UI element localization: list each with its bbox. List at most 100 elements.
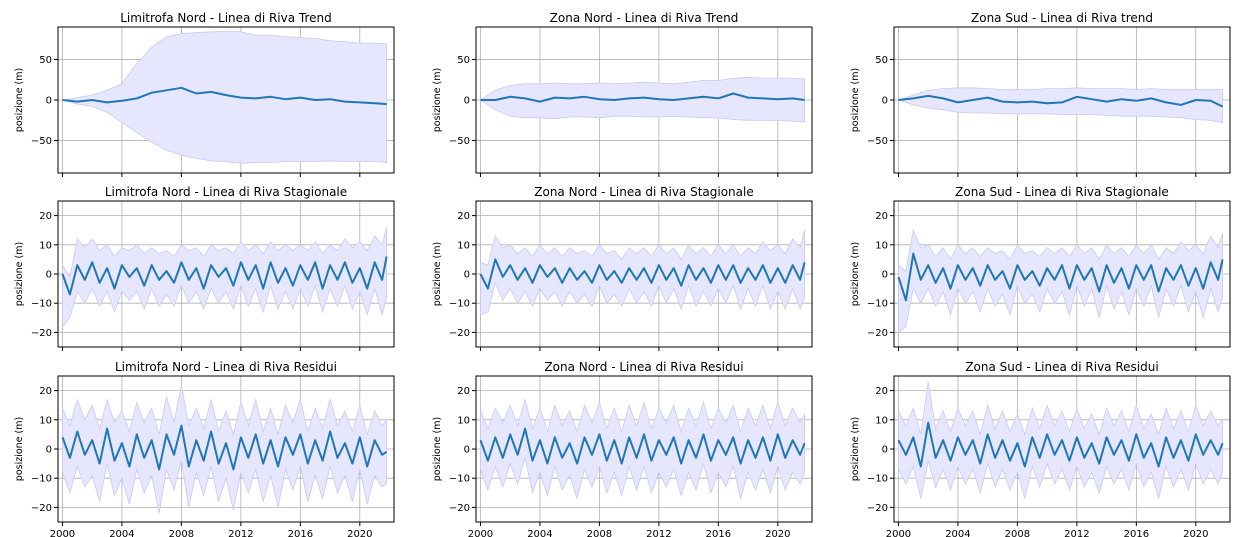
y-tick-label: 20 — [39, 211, 52, 222]
y-tick-label: −10 — [867, 299, 888, 310]
subplot-title: Zona Nord - Linea di Riva Stagionale — [534, 185, 753, 199]
uncertainty-band — [898, 381, 1223, 499]
y-tick-label: 0 — [46, 445, 52, 456]
subplot-3-2: 2000 2004 2008 2012 2016 2020 −20 −10 0 10 20 posiz… — [432, 360, 813, 537]
y-tick-label: −50 — [867, 136, 888, 147]
subplot-title: Zona Sud - Linea di Riva trend — [971, 11, 1153, 25]
y-tick-label: 0 — [464, 96, 470, 107]
x-tick-label: 2012 — [646, 529, 671, 537]
y-tick-label: −50 — [449, 136, 470, 147]
series-line — [62, 86, 387, 106]
y-tick-label: −10 — [449, 299, 470, 310]
subplot-title: Zona Nord - Linea di Riva Trend — [550, 11, 739, 25]
uncertainty-band — [479, 76, 805, 123]
y-tick-label: 20 — [457, 211, 470, 222]
x-tick-label: 2008 — [587, 529, 612, 537]
x-tick-label: 2008 — [169, 529, 194, 537]
subplot-title: Limitrofa Nord - Linea di Riva Stagional… — [105, 185, 347, 199]
x-tick-label: 2000 — [886, 529, 911, 537]
x-tick-label: 2016 — [1124, 529, 1149, 537]
subplot-title: Limitrofa Nord - Linea di Riva Residui — [115, 360, 337, 374]
series-line — [897, 252, 1224, 302]
x-tick-label: 2008 — [1005, 529, 1030, 537]
y-axis-label: posizione (m) — [14, 417, 25, 481]
subplot-title: Zona Nord - Linea di Riva Residui — [544, 360, 743, 374]
x-tick-label: 2020 — [347, 529, 372, 537]
x-tick-label: 2004 — [945, 529, 970, 537]
uncertainty-band — [62, 30, 387, 164]
y-tick-label: 10 — [875, 415, 888, 426]
y-tick-label: 50 — [875, 55, 888, 66]
y-tick-label: 10 — [39, 240, 52, 251]
y-tick-label: −20 — [867, 503, 888, 514]
y-axis-label: posizione (m) — [850, 417, 861, 481]
subplot-1-1: −50 0 50 posizione (m) Limitrofa Nord - Line… — [14, 11, 395, 177]
uncertainty-band — [897, 87, 1223, 124]
uncertainty-band — [480, 397, 805, 501]
y-tick-label: 0 — [464, 445, 470, 456]
y-tick-label: −20 — [449, 328, 470, 339]
y-tick-label: 0 — [882, 270, 888, 281]
series-line — [479, 258, 806, 290]
series-line — [480, 92, 805, 103]
x-tick-label: 2020 — [765, 529, 790, 537]
y-tick-label: −10 — [31, 474, 52, 485]
y-tick-label: 0 — [46, 270, 52, 281]
y-tick-label: −50 — [31, 136, 52, 147]
subplot-1-3: −50 0 50 posizione (m) Zona Sud - Linea di R… — [850, 11, 1231, 177]
series-line — [479, 427, 806, 465]
series-line — [61, 256, 388, 296]
y-tick-label: 0 — [46, 96, 52, 107]
y-tick-label: 20 — [875, 386, 888, 397]
subplot-2-3: −20 −10 0 10 20 posizione (m) Zona Sud - Linea… — [850, 185, 1231, 351]
subplot-3-1: 2000 2004 2008 2012 2016 2020 −20 −10 0 10 20 posiz… — [14, 360, 395, 537]
y-tick-label: 20 — [39, 386, 52, 397]
subplot-2-2: −20 −10 0 10 20 posizione (m) Zona Nord - Line… — [432, 185, 813, 351]
y-tick-label: −10 — [449, 474, 470, 485]
subplot-title: Zona Sud - Linea di Riva Residui — [965, 360, 1158, 374]
subplot-title: Zona Sud - Linea di Riva Stagionale — [955, 185, 1169, 199]
y-tick-label: 0 — [882, 445, 888, 456]
y-tick-label: 20 — [875, 211, 888, 222]
x-tick-label: 2004 — [527, 529, 552, 537]
y-tick-label: 50 — [39, 55, 52, 66]
y-axis-label: posizione (m) — [850, 242, 861, 306]
x-tick-label: 2016 — [288, 529, 313, 537]
subplot-1-2: −50 0 50 posizione (m) Zona Nord - Linea di … — [432, 11, 813, 177]
y-axis-label: posizione (m) — [432, 242, 443, 306]
y-axis-label: posizione (m) — [432, 417, 443, 481]
y-tick-label: −10 — [31, 299, 52, 310]
y-axis-label: posizione (m) — [850, 68, 861, 132]
y-tick-label: 10 — [875, 240, 888, 251]
y-tick-label: 50 — [457, 55, 470, 66]
y-tick-label: 10 — [457, 240, 470, 251]
x-tick-label: 2000 — [468, 529, 493, 537]
subplot-2-1: −20 −10 0 10 20 posizione (m) Limitrofa Nord -… — [14, 185, 395, 351]
series-line — [61, 424, 388, 471]
uncertainty-band — [898, 228, 1223, 334]
uncertainty-band — [62, 227, 387, 328]
subplot-title: Limitrofa Nord - Linea di Riva Trend — [120, 11, 332, 25]
subplot-3-3: 2000 2004 2008 2012 2016 2020 −20 −10 0 10 20 posiz… — [850, 360, 1231, 537]
y-tick-label: −20 — [31, 328, 52, 339]
uncertainty-band — [480, 230, 805, 316]
y-tick-label: 0 — [882, 96, 888, 107]
y-tick-label: −20 — [449, 503, 470, 514]
y-tick-label: −10 — [867, 474, 888, 485]
y-tick-label: −20 — [31, 503, 52, 514]
x-tick-label: 2012 — [1064, 529, 1089, 537]
y-tick-label: 10 — [457, 415, 470, 426]
y-axis-label: posizione (m) — [432, 68, 443, 132]
x-tick-label: 2012 — [228, 529, 253, 537]
y-tick-label: 20 — [457, 386, 470, 397]
series-line — [897, 421, 1224, 468]
y-tick-label: 10 — [39, 415, 52, 426]
x-tick-label: 2004 — [109, 529, 134, 537]
y-axis-label: posizione (m) — [14, 242, 25, 306]
series-line — [898, 94, 1224, 108]
y-tick-label: 0 — [464, 270, 470, 281]
x-tick-label: 2016 — [706, 529, 731, 537]
y-tick-label: −20 — [867, 328, 888, 339]
y-axis-label: posizione (m) — [14, 68, 25, 132]
